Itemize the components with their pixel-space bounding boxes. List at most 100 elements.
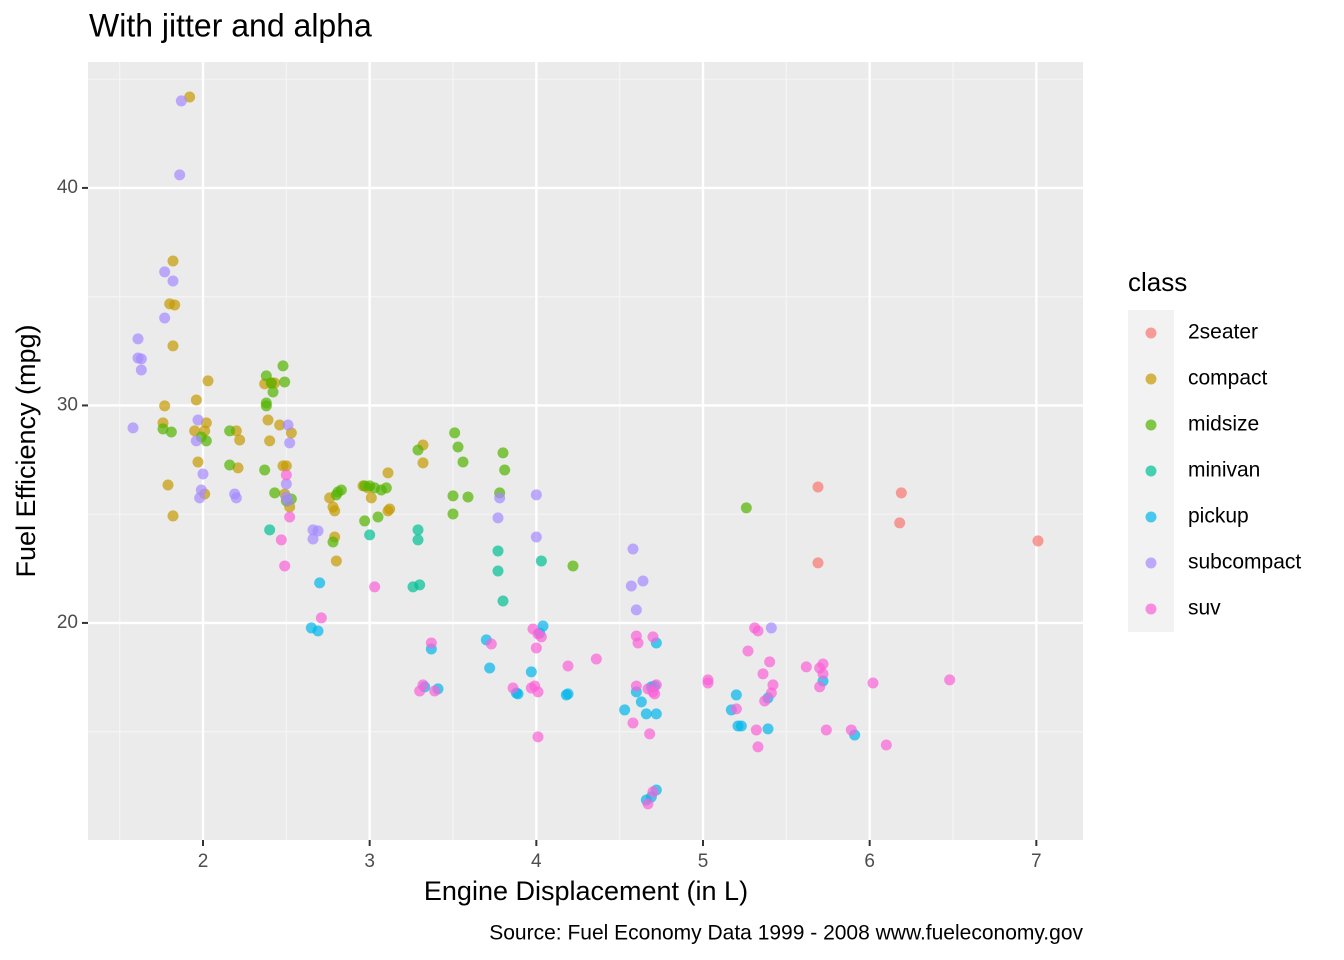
- point: [232, 462, 244, 474]
- point: [762, 723, 774, 735]
- legend-label: suv: [1188, 597, 1221, 620]
- point: [380, 482, 392, 494]
- y-axis-title: Fuel Efficiency (mpg): [11, 324, 41, 577]
- point: [184, 91, 196, 103]
- x-tick-label: 7: [1031, 851, 1042, 872]
- point: [800, 661, 812, 673]
- legend-label: midsize: [1188, 413, 1259, 436]
- point: [330, 555, 342, 567]
- point: [234, 434, 246, 446]
- point: [224, 425, 236, 437]
- point: [312, 525, 324, 537]
- point: [169, 299, 181, 311]
- point: [742, 645, 754, 657]
- point: [280, 469, 292, 481]
- legend-label: minivan: [1188, 459, 1260, 482]
- point: [359, 515, 371, 527]
- y-tick-label: 30: [57, 394, 78, 415]
- point: [262, 414, 274, 426]
- point: [562, 660, 574, 672]
- point: [159, 312, 171, 324]
- point: [525, 666, 537, 678]
- point: [372, 511, 384, 523]
- legend-label: pickup: [1188, 505, 1249, 528]
- point: [462, 491, 474, 503]
- point: [280, 460, 292, 472]
- point: [384, 503, 396, 515]
- legend-key: [1145, 603, 1157, 615]
- point: [280, 478, 292, 490]
- point: [530, 531, 542, 543]
- point: [635, 696, 647, 708]
- legend-key: [1145, 373, 1157, 385]
- point: [174, 169, 186, 181]
- point: [812, 557, 824, 569]
- point: [640, 708, 652, 720]
- point: [867, 677, 879, 689]
- point: [167, 255, 179, 267]
- point: [765, 622, 777, 634]
- point: [447, 490, 459, 502]
- point: [535, 555, 547, 567]
- grid: [88, 62, 1083, 840]
- point: [880, 739, 892, 751]
- point: [625, 580, 637, 592]
- point: [159, 400, 171, 412]
- points: [127, 91, 1044, 810]
- point: [327, 536, 339, 548]
- point: [894, 517, 906, 529]
- point: [485, 638, 497, 650]
- point: [817, 668, 829, 680]
- legend-label: 2seater: [1188, 321, 1258, 344]
- x-tick-label: 3: [364, 851, 375, 872]
- point: [820, 724, 832, 736]
- point: [497, 595, 509, 607]
- point: [630, 604, 642, 616]
- point: [132, 333, 144, 345]
- point: [812, 481, 824, 493]
- point: [764, 656, 776, 668]
- point: [452, 441, 464, 453]
- point: [944, 674, 956, 686]
- point: [632, 637, 644, 649]
- legend-key: [1145, 557, 1157, 569]
- point: [562, 688, 574, 700]
- point: [282, 495, 294, 507]
- point: [202, 375, 214, 387]
- point: [449, 427, 461, 439]
- legend-label: subcompact: [1188, 551, 1301, 574]
- point: [165, 426, 177, 438]
- point: [224, 459, 236, 471]
- point: [590, 653, 602, 665]
- point: [159, 266, 171, 278]
- point: [135, 364, 147, 376]
- point: [307, 533, 319, 545]
- x-tick-label: 6: [864, 851, 875, 872]
- point: [162, 479, 174, 491]
- chart-title: With jitter and alpha: [89, 7, 372, 43]
- point: [335, 484, 347, 496]
- point: [425, 637, 437, 649]
- point: [507, 682, 519, 694]
- point: [650, 708, 662, 720]
- point: [647, 786, 659, 798]
- point: [315, 612, 327, 624]
- point: [269, 487, 281, 499]
- point: [767, 679, 779, 691]
- point: [274, 419, 286, 431]
- point: [757, 668, 769, 680]
- legend: 2seater compact midsize minivan pickup subcom…: [1128, 310, 1301, 632]
- point: [532, 731, 544, 743]
- point: [329, 505, 341, 517]
- point: [730, 689, 742, 701]
- point: [192, 456, 204, 468]
- point: [284, 437, 296, 449]
- point: [429, 685, 441, 697]
- x-tick-label: 4: [531, 851, 542, 872]
- point: [407, 581, 419, 593]
- point: [499, 464, 511, 476]
- x-axis-title: Engine Displacement (in L): [424, 876, 748, 906]
- panel: [88, 62, 1083, 840]
- point: [190, 435, 202, 447]
